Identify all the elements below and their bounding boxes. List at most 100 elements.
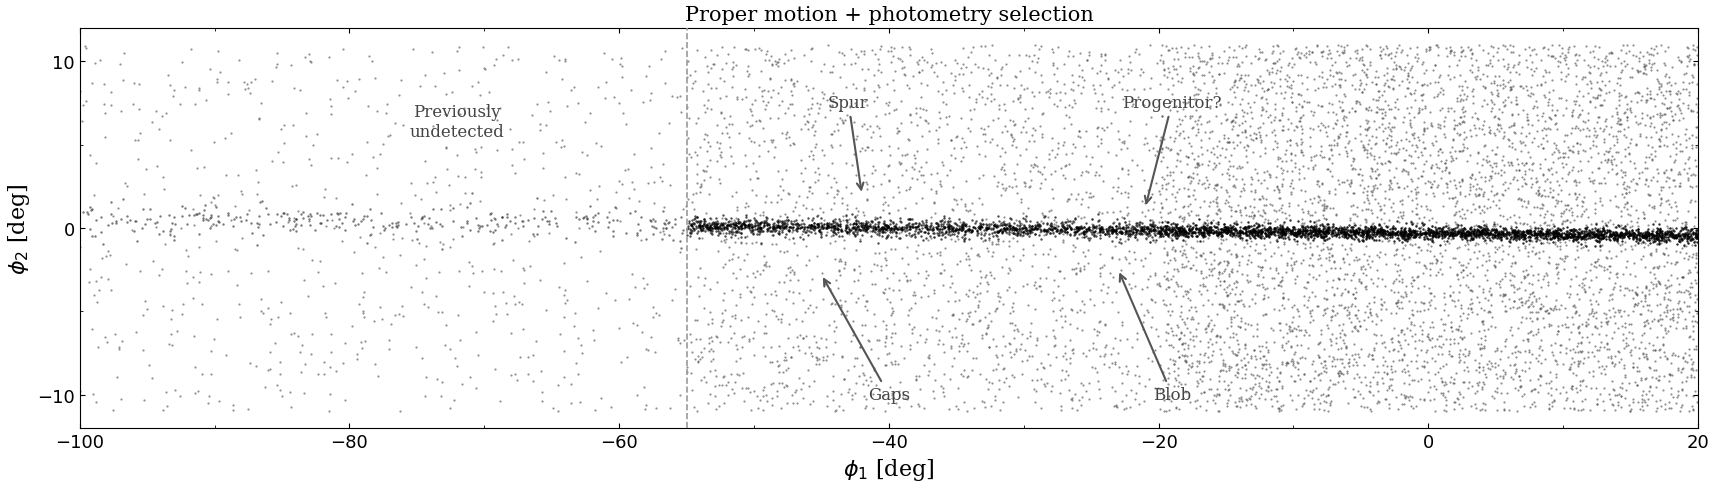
Point	[778, 224, 806, 232]
Point	[1270, 219, 1297, 226]
Point	[1368, 229, 1395, 237]
Point	[1212, 145, 1239, 153]
Point	[1498, 43, 1525, 51]
Point	[1611, 386, 1639, 394]
Point	[1484, 212, 1512, 220]
Point	[1560, 216, 1587, 224]
Point	[1224, 394, 1251, 402]
Point	[1244, 355, 1272, 363]
Point	[694, 81, 722, 89]
Point	[1471, 174, 1498, 182]
Point	[1549, 232, 1577, 240]
Point	[1349, 147, 1376, 155]
Point	[1460, 74, 1488, 82]
Point	[1582, 226, 1609, 234]
Point	[1356, 309, 1383, 317]
Point	[1445, 57, 1472, 65]
Point	[1625, 120, 1652, 127]
Point	[1200, 228, 1227, 236]
Point	[692, 210, 720, 218]
Point	[1604, 283, 1632, 290]
Point	[965, 222, 992, 230]
Point	[1615, 140, 1642, 147]
Point	[1157, 224, 1184, 231]
Point	[1159, 231, 1186, 239]
Point	[1222, 373, 1250, 381]
Point	[1178, 150, 1205, 158]
Point	[1246, 264, 1274, 271]
Point	[560, 84, 588, 92]
Point	[1059, 265, 1087, 273]
Point	[1580, 263, 1608, 270]
Point	[696, 222, 723, 230]
Point	[396, 209, 423, 217]
Point	[1640, 346, 1668, 354]
Point	[1635, 191, 1663, 199]
Point	[1164, 382, 1191, 390]
Point	[1488, 81, 1515, 89]
Point	[488, 214, 516, 222]
Point	[1585, 344, 1613, 351]
Point	[1474, 196, 1501, 203]
Point	[694, 69, 722, 77]
Point	[1054, 221, 1082, 229]
Point	[1253, 168, 1280, 176]
Point	[1315, 401, 1342, 409]
Point	[1522, 51, 1549, 59]
Point	[1375, 185, 1402, 193]
Point	[938, 312, 965, 320]
Point	[557, 87, 584, 95]
Point	[1589, 344, 1616, 351]
Point	[1107, 228, 1135, 236]
Point	[142, 218, 170, 226]
Point	[1147, 184, 1174, 192]
Point	[1214, 301, 1241, 308]
Point	[1073, 57, 1100, 64]
Point	[1656, 238, 1683, 246]
Point	[1325, 367, 1352, 375]
Point	[137, 119, 165, 126]
Point	[1354, 233, 1381, 241]
Point	[1220, 399, 1248, 407]
Point	[1186, 230, 1214, 238]
Point	[1068, 230, 1095, 238]
Point	[968, 216, 996, 224]
Point	[1258, 64, 1286, 72]
Point	[1279, 230, 1306, 238]
Point	[461, 166, 488, 174]
Point	[1584, 358, 1611, 366]
Point	[483, 147, 511, 155]
Point	[1531, 228, 1558, 236]
Point	[1251, 229, 1279, 237]
Point	[1280, 46, 1308, 54]
Point	[1553, 171, 1580, 179]
Point	[1154, 307, 1181, 315]
Point	[1150, 230, 1178, 238]
Point	[675, 218, 703, 225]
Point	[780, 234, 807, 242]
Point	[1114, 53, 1142, 61]
Point	[1635, 325, 1663, 332]
Point	[1190, 232, 1217, 240]
Point	[734, 222, 761, 229]
Point	[1633, 142, 1661, 149]
Point	[876, 152, 903, 160]
Point	[1447, 335, 1474, 343]
Point	[991, 213, 1018, 221]
Point	[1676, 237, 1704, 244]
Point	[1092, 70, 1119, 78]
Point	[1555, 237, 1582, 244]
Point	[1253, 227, 1280, 235]
Point	[1460, 226, 1488, 234]
Point	[1340, 295, 1368, 303]
Point	[716, 228, 744, 236]
Point	[142, 224, 170, 231]
Point	[1383, 231, 1411, 239]
Point	[1483, 115, 1510, 122]
Point	[799, 397, 826, 405]
Point	[898, 222, 926, 230]
Point	[1400, 227, 1428, 235]
Point	[1628, 233, 1656, 241]
Point	[900, 152, 927, 160]
Point	[1661, 399, 1688, 407]
